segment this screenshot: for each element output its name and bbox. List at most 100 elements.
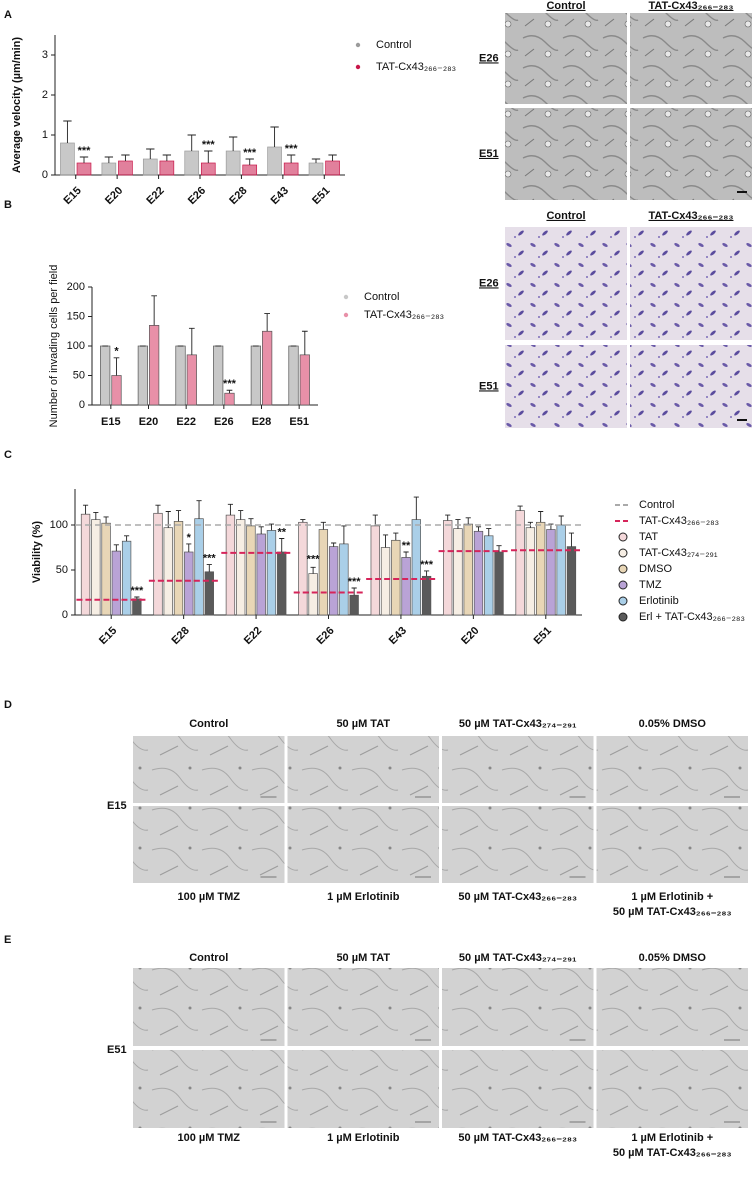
bar	[380, 547, 391, 616]
error-bar	[124, 535, 130, 542]
bar	[186, 354, 197, 406]
column-header: TAT-Cx43₂₆₆₋₂₈₃	[649, 210, 734, 222]
error-bar	[496, 545, 502, 552]
y-axis-label: Average velocity (µm/min)	[11, 37, 23, 173]
micrograph	[287, 1050, 439, 1128]
error-bar	[538, 511, 544, 523]
column-header: 50 µM TAT	[336, 718, 390, 730]
bar	[100, 345, 111, 406]
bar	[262, 330, 273, 406]
x-tick-label: E22	[144, 185, 166, 207]
significance: ***	[203, 553, 217, 565]
y-tick-label: 100	[67, 340, 85, 352]
micrograph	[630, 227, 752, 340]
error-bar	[279, 538, 285, 552]
x-tick-label: E51	[289, 416, 309, 428]
x-tick-label: E22	[242, 625, 264, 647]
error-bar	[238, 510, 244, 520]
bar	[76, 162, 92, 176]
significance: ***	[348, 576, 362, 588]
legend-marker	[618, 596, 628, 606]
bar	[149, 325, 160, 406]
error-bar	[227, 503, 234, 516]
row-label: E15	[107, 800, 127, 812]
column-header: Control	[189, 952, 228, 964]
error-bar	[403, 551, 409, 558]
legend-marker	[618, 612, 628, 622]
bar	[101, 522, 111, 616]
column-footer: 50 µM TAT-Cx43₂₆₆₋₂₈₃	[458, 1132, 577, 1144]
bar	[132, 598, 142, 616]
error-bar	[455, 519, 461, 529]
bar	[256, 533, 266, 616]
bar	[401, 557, 411, 616]
bar	[121, 540, 132, 616]
micrograph	[133, 1050, 285, 1128]
x-tick-label: E28	[227, 185, 249, 207]
error-bar	[258, 526, 264, 534]
error-bar	[301, 330, 308, 355]
error-bar	[121, 154, 130, 161]
bar	[267, 146, 282, 176]
x-tick-label: E22	[176, 416, 196, 428]
bar	[443, 520, 453, 616]
error-bar	[186, 543, 192, 552]
bar	[566, 546, 577, 616]
bar	[453, 528, 463, 616]
column-header: 50 µM TAT-Cx43₂₇₄₋₂₉₁	[459, 952, 577, 964]
error-bar	[286, 154, 296, 163]
bar	[277, 551, 287, 616]
micrograph	[287, 968, 439, 1046]
bar	[349, 594, 359, 616]
x-tick-label: E15	[62, 185, 84, 207]
legend-label: TAT-Cx43₂₇₄₋₂₉₁	[639, 547, 718, 559]
bar	[318, 529, 329, 616]
legend-marker	[618, 532, 628, 542]
error-bar	[175, 510, 182, 522]
significance: ***	[420, 559, 434, 571]
y-tick-label: 150	[67, 310, 85, 322]
bar	[288, 345, 299, 406]
error-bar	[341, 525, 347, 544]
bar	[463, 523, 473, 616]
x-tick-label: E26	[214, 416, 234, 428]
legend-marker	[355, 64, 361, 70]
error-bar	[196, 500, 202, 519]
bar	[494, 551, 504, 616]
column-footer: 1 µM Erlotinib +	[631, 891, 713, 903]
error-bar	[63, 120, 72, 143]
bar	[325, 160, 340, 176]
legend-label: Control	[364, 291, 399, 303]
x-tick-label: E43	[387, 625, 409, 647]
bar	[236, 519, 246, 616]
panel-letter: A	[4, 9, 12, 21]
y-tick-label: 0	[79, 399, 85, 411]
bar	[308, 162, 324, 176]
bar	[101, 162, 117, 176]
legend-label: TAT-Cx43₂₆₆₋₂₈₃	[639, 515, 719, 527]
error-bar	[465, 517, 471, 525]
row-label: E51	[107, 1044, 127, 1056]
y-tick-label: 2	[42, 89, 48, 101]
bar	[246, 525, 256, 616]
bar	[250, 345, 261, 406]
significance: **	[277, 526, 286, 538]
error-bar	[79, 156, 89, 163]
bar	[204, 571, 214, 616]
y-tick-label: 0	[62, 609, 68, 621]
significance: *	[187, 532, 192, 544]
y-tick-label: 50	[56, 564, 68, 576]
column-footer: 50 µM TAT-Cx43₂₆₆₋₂₈₃	[458, 891, 577, 903]
x-tick-label: E20	[103, 185, 125, 207]
y-tick-label: 0	[42, 169, 48, 181]
x-tick-label: E43	[269, 185, 291, 207]
column-footer: 1 µM Erlotinib	[327, 891, 400, 903]
micrograph	[442, 968, 594, 1046]
column-footer: 1 µM Erlotinib	[327, 1132, 400, 1144]
error-bar	[486, 528, 492, 536]
panel-letter: E	[4, 934, 11, 946]
column-footer: 50 µM TAT-Cx43₂₆₆₋₂₈₃	[613, 1147, 732, 1159]
bar	[556, 524, 566, 616]
y-tick-label: 200	[67, 281, 85, 293]
micrograph	[630, 345, 752, 428]
